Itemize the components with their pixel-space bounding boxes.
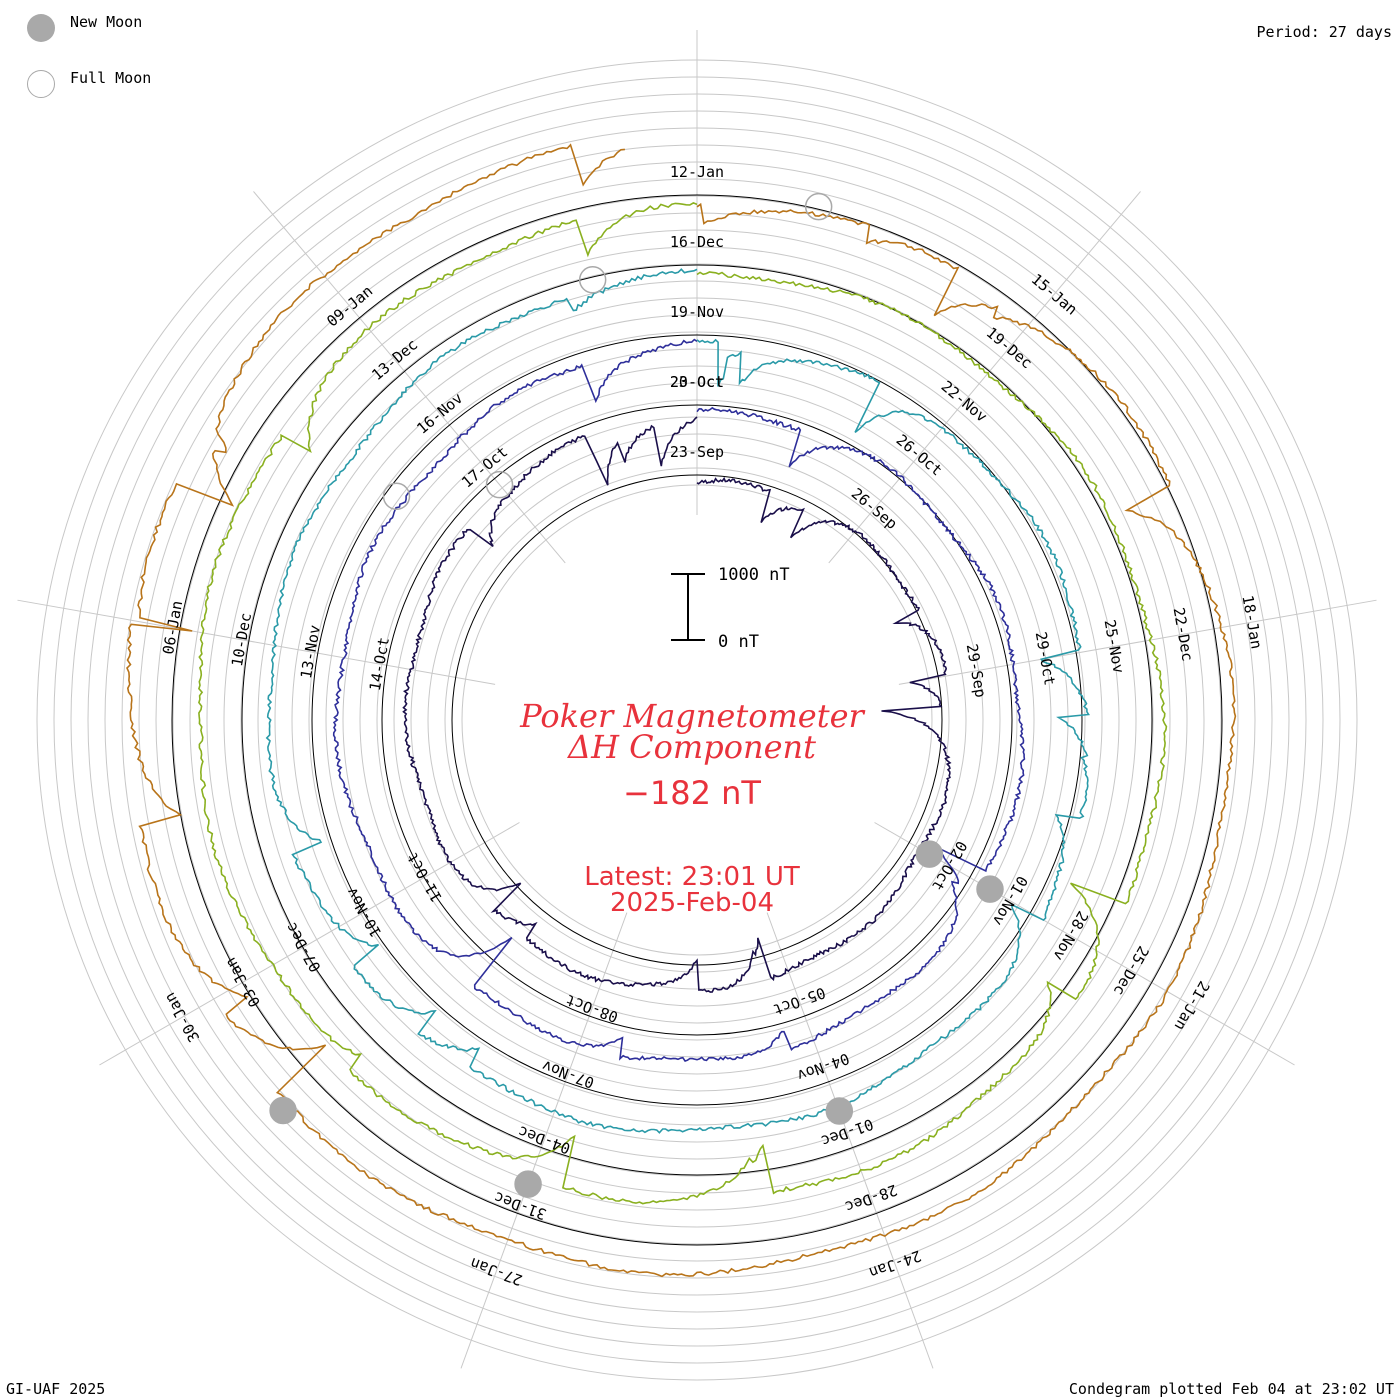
latest-time: Latest: 23:01 UT xyxy=(584,862,800,892)
full-moon-legend-icon xyxy=(27,70,55,98)
date-label: 15-Jan xyxy=(1028,270,1081,319)
condegram-grid xyxy=(17,30,1377,1381)
date-label: 30-Jan xyxy=(161,989,204,1045)
current-value: −182 nT xyxy=(623,774,761,812)
date-label: 13-Dec xyxy=(368,335,421,384)
footer-plot-time: Condegram plotted Feb 04 at 23:02 UT xyxy=(1068,1380,1394,1398)
date-label: 10-Dec xyxy=(228,611,255,667)
full-moon-legend-label: Full Moon xyxy=(70,69,152,87)
date-label: 09-Jan xyxy=(323,282,376,331)
date-label: 05-Oct xyxy=(771,983,828,1018)
date-label: 25-Nov xyxy=(1101,618,1128,674)
chart-subtitle: ΔH Component xyxy=(566,728,816,766)
date-label: 29-Oct xyxy=(1032,630,1059,686)
full-moon-marker xyxy=(485,470,514,499)
date-label: 22-Nov xyxy=(938,377,991,426)
latest-date: 2025-Feb-04 xyxy=(610,888,774,918)
new-moon-marker xyxy=(269,1096,297,1125)
date-label: 08-Oct xyxy=(563,991,620,1026)
grid-spoke xyxy=(17,599,496,685)
full-moon-marker xyxy=(578,266,607,294)
rotation-series-1 xyxy=(402,416,952,993)
date-label: 16-Nov xyxy=(413,389,466,438)
date-label: 23-Oct xyxy=(670,373,724,391)
new-moon-marker xyxy=(976,875,1004,903)
date-label: 26-Sep xyxy=(848,484,901,533)
date-label: 13-Nov xyxy=(297,624,324,680)
date-label: 24-Jan xyxy=(867,1246,924,1281)
new-moon-marker xyxy=(514,1170,542,1198)
title-block: Poker Magnetometer ΔH Component −182 nT … xyxy=(519,697,865,918)
series-group xyxy=(126,143,1237,1278)
date-label: 10-Nov xyxy=(343,884,386,940)
date-label: 12-Jan xyxy=(670,163,724,181)
rotation-series-3 xyxy=(265,268,1090,1134)
new-moon-marker xyxy=(825,1097,854,1125)
date-label: 21-Jan xyxy=(1171,978,1214,1034)
footer-credit: GI-UAF 2025 xyxy=(6,1380,106,1398)
date-label: 23-Sep xyxy=(670,443,724,461)
grid-spoke xyxy=(766,912,934,1369)
new-moon-legend-label: New Moon xyxy=(70,13,143,31)
baseline-ring xyxy=(241,264,1153,1176)
scale-bar-top-label: 1000 nT xyxy=(718,565,790,585)
date-label: 29-Sep xyxy=(963,643,990,699)
date-label: 03-Jan xyxy=(221,954,264,1010)
baseline-ring xyxy=(311,334,1083,1106)
rotation-series-5 xyxy=(126,143,1237,1278)
chart-title: Poker Magnetometer xyxy=(519,697,865,735)
date-label: 17-Oct xyxy=(458,443,511,492)
date-label: 16-Dec xyxy=(670,233,724,251)
date-label: 20-Oct xyxy=(670,373,724,391)
date-label: 19-Nov xyxy=(670,303,724,321)
new-moon-marker xyxy=(915,840,944,868)
date-label: 14-Oct xyxy=(366,636,393,692)
moon-markers xyxy=(269,192,1004,1198)
full-moon-marker xyxy=(382,482,411,511)
date-label: 04-Dec xyxy=(516,1122,573,1157)
grid-spoke xyxy=(874,822,1295,1066)
grid-spoke xyxy=(99,822,520,1066)
rotation-series-4 xyxy=(198,202,1168,1205)
date-label: 28-Dec xyxy=(843,1181,900,1216)
scale-bar-bottom-label: 0 nT xyxy=(718,632,759,652)
grid-spoke xyxy=(828,191,1141,564)
date-label: 07-Dec xyxy=(282,919,325,975)
period-label: Period: 27 days xyxy=(1256,23,1392,41)
new-moon-legend-icon xyxy=(27,14,55,42)
grid-spoke xyxy=(460,912,628,1369)
date-label: 18-Jan xyxy=(1238,594,1265,650)
baseline-ring xyxy=(171,194,1223,1246)
date-label: 06-Jan xyxy=(159,599,186,655)
baseline-ring xyxy=(381,404,1013,1036)
date-label: 07-Nov xyxy=(540,1057,597,1092)
grid-spoke xyxy=(898,599,1377,685)
scale-bar: 1000 nT 0 nT xyxy=(671,565,790,652)
grid-spoke xyxy=(253,191,566,564)
rotation-series-2 xyxy=(332,338,1026,1062)
full-moon-marker xyxy=(804,192,833,221)
